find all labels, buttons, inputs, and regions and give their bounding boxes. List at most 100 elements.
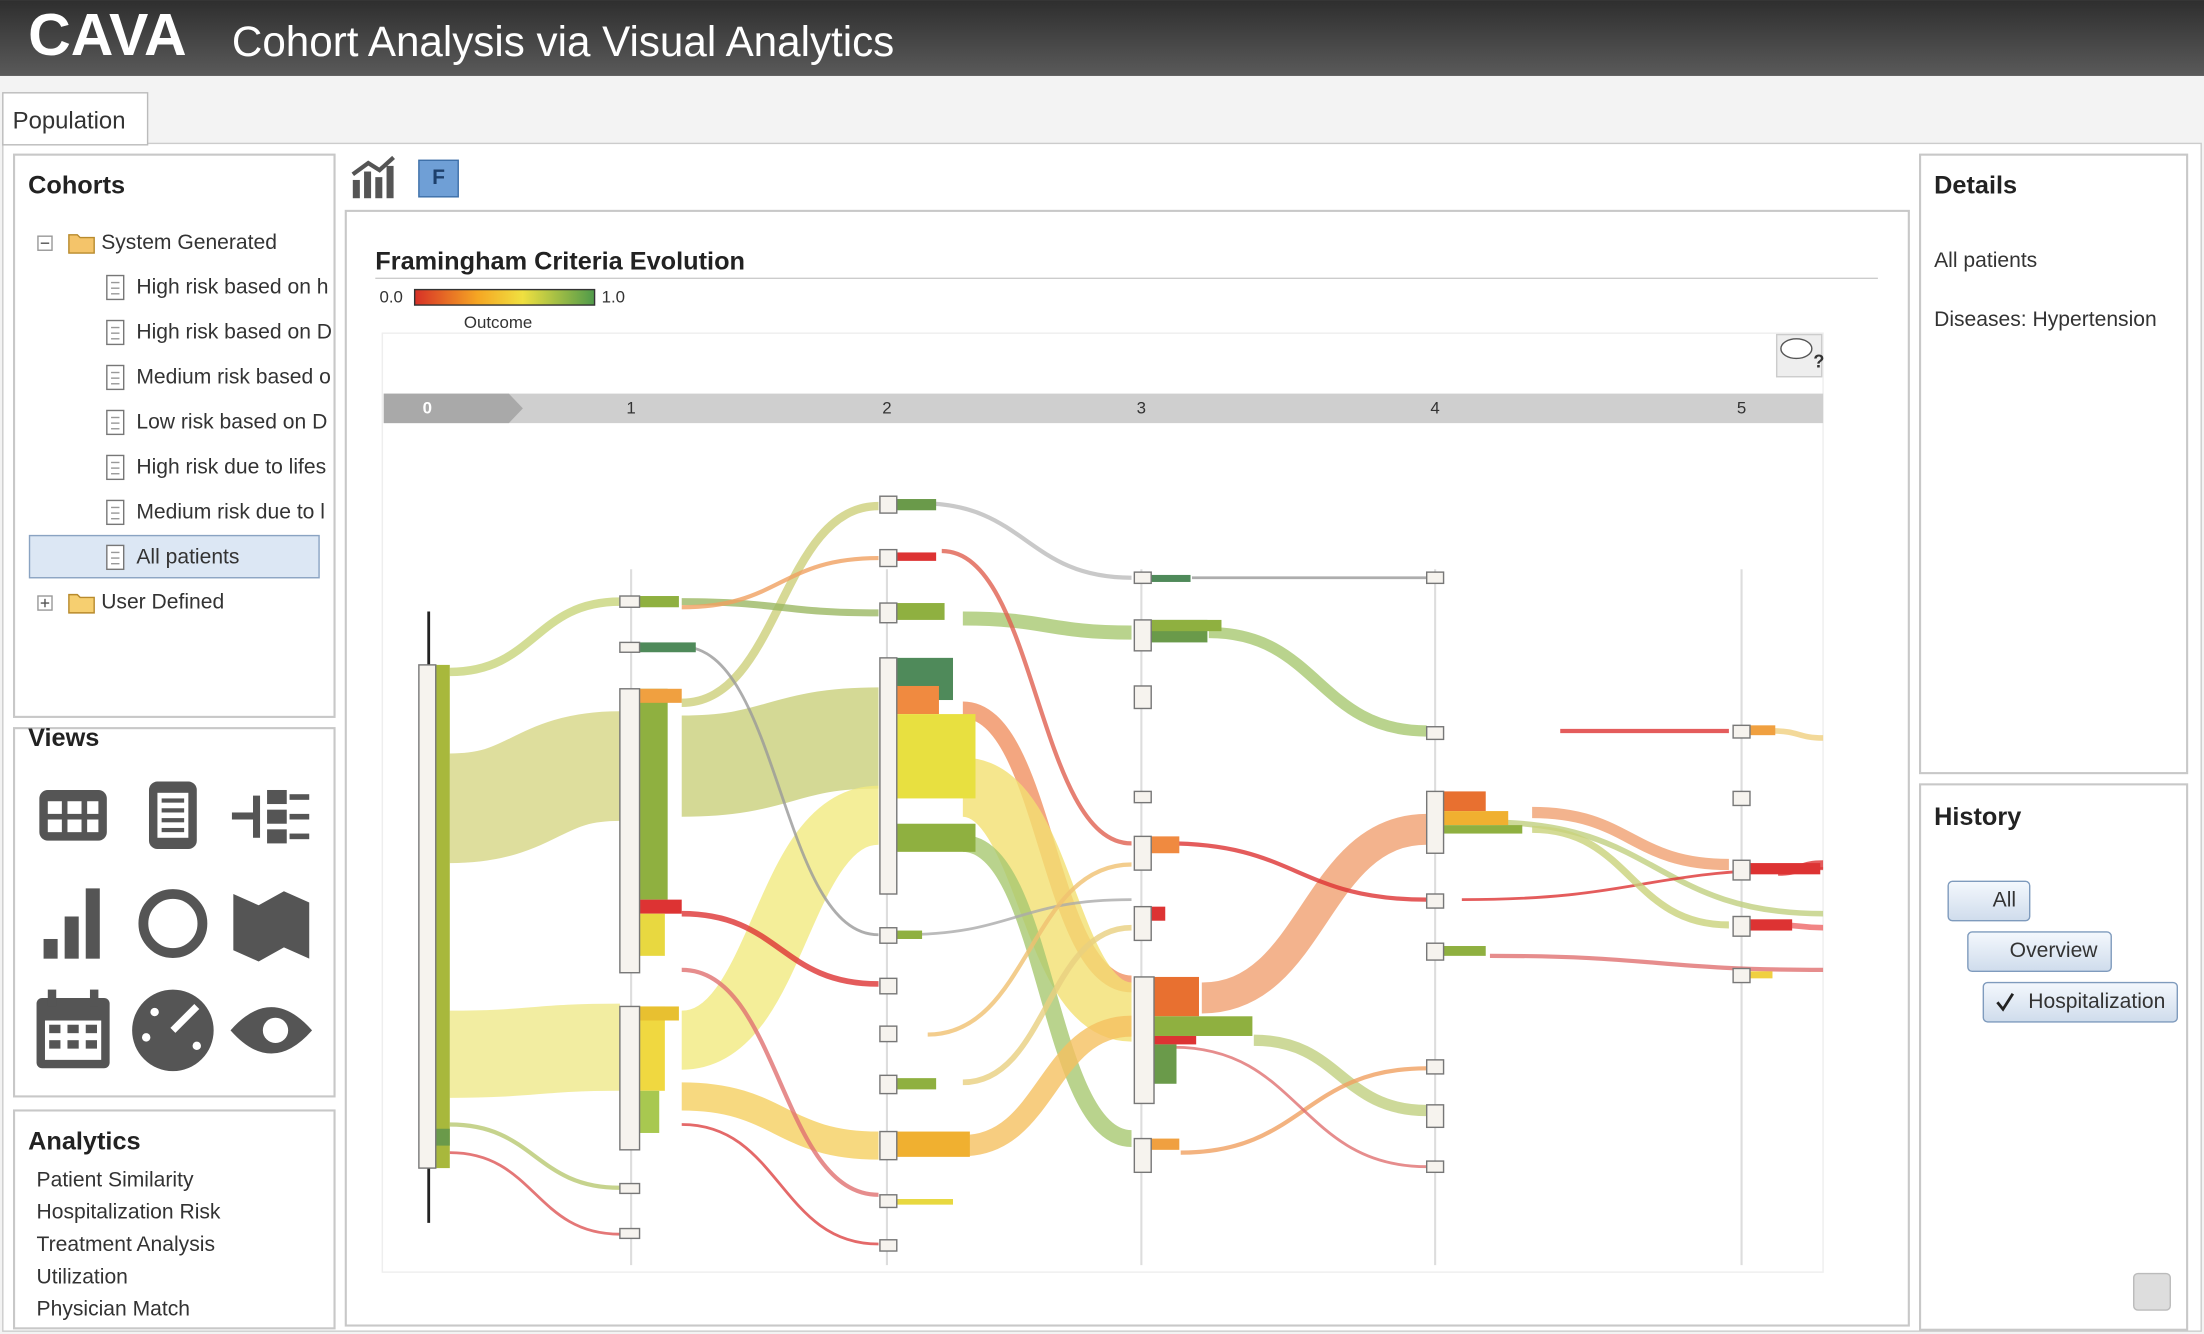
node[interactable] (879, 1194, 898, 1209)
node[interactable] (1425, 571, 1445, 585)
node[interactable] (1133, 685, 1152, 710)
history-button[interactable] (1947, 880, 2031, 922)
node-bar (639, 1090, 660, 1133)
node[interactable] (1133, 1137, 1152, 1174)
node[interactable] (1425, 790, 1445, 854)
tab-label[interactable]: Population (13, 108, 126, 135)
eye-view-icon[interactable] (230, 1007, 313, 1054)
node-bar (1151, 574, 1191, 582)
flow (681, 1082, 879, 1160)
list-view-icon[interactable] (148, 781, 197, 850)
node[interactable] (879, 1239, 898, 1252)
node[interactable] (1133, 619, 1152, 652)
tree-item[interactable]: Medium risk based o (136, 366, 330, 389)
tree-item[interactable]: High risk due to lifes (136, 456, 326, 479)
node-bar (1749, 971, 1773, 979)
node[interactable] (879, 1074, 898, 1095)
tree-item[interactable]: All patients (136, 546, 239, 569)
node[interactable] (619, 1182, 641, 1195)
node[interactable] (1732, 915, 1751, 937)
legend-min: 0.0 (380, 287, 403, 306)
tree-group[interactable]: System Generated (101, 231, 277, 254)
tab[interactable] (2, 92, 149, 146)
flow (681, 598, 879, 617)
node-bar (896, 603, 945, 620)
analytics-item[interactable]: Utilization (37, 1265, 128, 1288)
node[interactable] (1133, 976, 1155, 1105)
chart-toolbar-icon[interactable] (351, 155, 395, 199)
node[interactable] (619, 641, 641, 653)
node[interactable] (1425, 893, 1445, 909)
table-view-icon[interactable] (39, 789, 107, 841)
node[interactable] (1732, 790, 1751, 807)
step-label: 1 (626, 399, 635, 418)
step-label: 2 (882, 399, 891, 418)
analytics-item[interactable]: Physician Match (37, 1298, 190, 1321)
flow (959, 757, 1136, 1042)
export-icon[interactable] (2133, 1272, 2171, 1311)
node[interactable] (879, 657, 898, 895)
flow (681, 687, 880, 817)
analytics-item[interactable]: Hospitalization Risk (37, 1201, 221, 1224)
node[interactable] (1133, 790, 1152, 804)
tree-item[interactable]: Medium risk due to l (136, 501, 325, 524)
node-bar (896, 823, 976, 852)
flow (1253, 1034, 1427, 1117)
node[interactable] (619, 688, 641, 974)
node[interactable] (879, 495, 898, 514)
node[interactable] (879, 602, 898, 624)
node[interactable] (1732, 967, 1751, 984)
node[interactable] (1133, 835, 1152, 871)
history-button[interactable] (1967, 931, 2112, 973)
node[interactable] (418, 664, 437, 1169)
node[interactable] (1425, 1104, 1445, 1129)
gauge-view-icon[interactable] (132, 989, 214, 1072)
folder-icon (68, 234, 95, 254)
flow (962, 924, 1132, 1086)
flow-view-icon[interactable] (231, 789, 310, 844)
node-bar (1151, 906, 1166, 921)
map-view-icon[interactable] (233, 891, 310, 962)
tree-item[interactable]: High risk based on D (136, 321, 332, 344)
history-label[interactable]: Hospitalization (2028, 990, 2165, 1013)
circle-view-icon[interactable] (138, 889, 208, 958)
node[interactable] (619, 595, 641, 608)
node-bar (896, 930, 923, 939)
node[interactable] (879, 1130, 898, 1161)
history-label[interactable]: All (1993, 889, 2016, 912)
node-bar (1443, 825, 1523, 834)
node[interactable] (879, 927, 898, 944)
node[interactable] (1425, 942, 1445, 961)
flows (448, 501, 1824, 1246)
history-button[interactable] (1982, 981, 2178, 1023)
filter-button[interactable] (418, 159, 459, 198)
calendar-view-icon[interactable] (36, 989, 110, 1069)
node[interactable] (879, 977, 898, 995)
node[interactable] (1732, 724, 1751, 739)
analytics-item[interactable]: Patient Similarity (37, 1168, 194, 1191)
node[interactable] (1425, 1160, 1445, 1174)
node[interactable] (879, 1025, 898, 1043)
node[interactable] (1133, 571, 1152, 585)
tree-group[interactable]: User Defined (101, 591, 224, 614)
tree-item[interactable]: High risk based on h (136, 276, 328, 299)
step-label: 5 (1737, 399, 1746, 418)
help-icon[interactable]: ? (1775, 333, 1825, 378)
filter-button-label[interactable]: F (432, 166, 445, 189)
outcome-gradient (413, 288, 596, 306)
node[interactable] (1133, 905, 1152, 942)
panel-title: Views (28, 724, 99, 752)
history-label[interactable]: Overview (2010, 939, 2099, 962)
bar-view-icon[interactable] (43, 888, 100, 959)
analytics-item[interactable]: Treatment Analysis (37, 1233, 215, 1256)
node[interactable] (1425, 726, 1445, 741)
node[interactable] (619, 1227, 641, 1240)
tree-item[interactable]: Low risk based on D (136, 411, 327, 434)
node[interactable] (1732, 859, 1751, 881)
node-bar (639, 899, 682, 914)
node[interactable] (879, 548, 898, 568)
node[interactable] (1425, 1059, 1445, 1075)
node-bar (639, 913, 665, 956)
node[interactable] (619, 1005, 641, 1151)
